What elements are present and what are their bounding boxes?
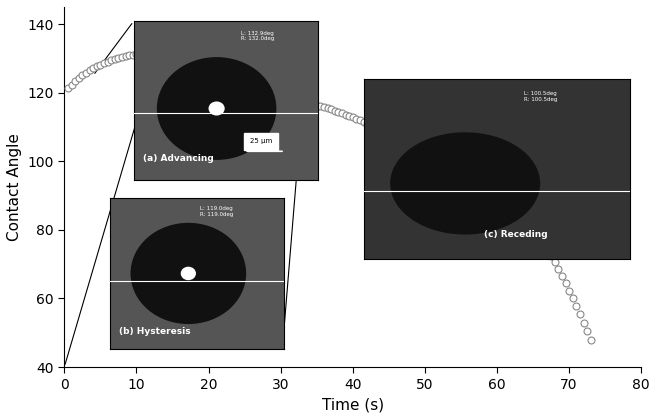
- X-axis label: Time (s): Time (s): [322, 397, 384, 412]
- Y-axis label: Contact Angle: Contact Angle: [7, 133, 22, 241]
